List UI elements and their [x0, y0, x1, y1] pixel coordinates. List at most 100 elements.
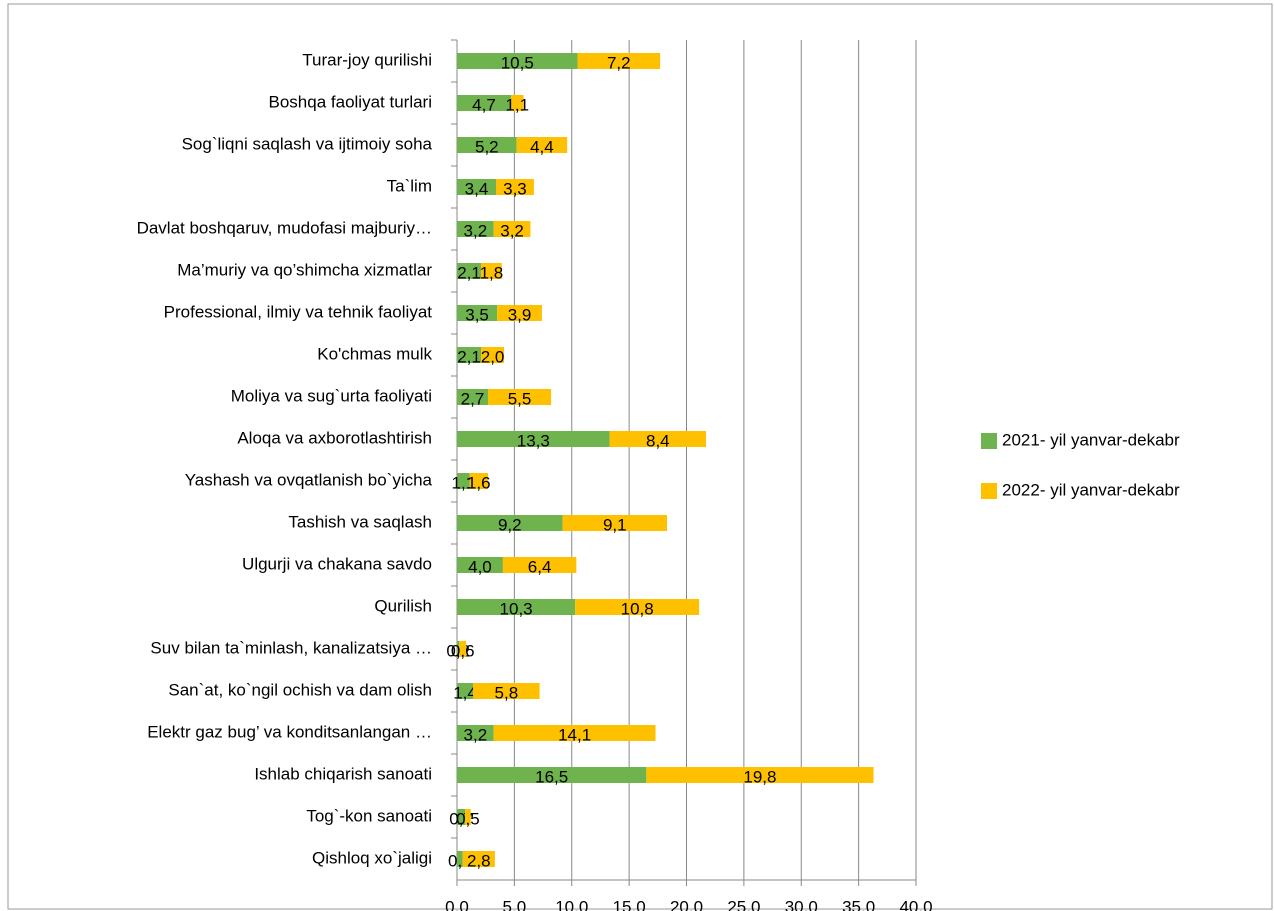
bar [457, 809, 466, 825]
value-label: 3,2 [500, 221, 524, 240]
bar [457, 641, 460, 657]
value-label: 2,8 [467, 851, 491, 870]
bar [457, 599, 576, 615]
value-label: 1,1 [505, 95, 529, 114]
y-tick-label: Ma’muriy va qo’shimcha xizmatlar [177, 260, 432, 279]
value-label: 9,2 [498, 515, 522, 534]
value-label: 0,6 [451, 641, 475, 660]
value-label: 3,9 [508, 305, 532, 324]
x-tick-label: 20,0 [670, 897, 703, 911]
x-tick-label: 30,0 [785, 897, 818, 911]
value-label: 2,1 [457, 347, 481, 366]
value-label: 4,7 [472, 95, 496, 114]
value-label: 1,1 [451, 473, 475, 492]
value-label: 3,5 [465, 305, 489, 324]
value-label: 5,8 [495, 683, 519, 702]
bar [469, 473, 488, 489]
bar [457, 179, 497, 195]
legend-swatch [981, 483, 997, 499]
value-label: 13,3 [517, 431, 550, 450]
value-label: 14,1 [558, 725, 591, 744]
chart-border [7, 3, 1273, 910]
y-tick-label: San`at, ko`ngil ochish va dam olish [168, 680, 432, 699]
x-tick-label: 5,0 [503, 897, 527, 911]
value-label: 9,1 [603, 515, 627, 534]
x-tick-label: 40,0 [899, 897, 932, 911]
value-label: 1,8 [480, 263, 504, 282]
value-label: 5,2 [475, 137, 499, 156]
value-label: 10,5 [501, 53, 534, 72]
bar [457, 221, 494, 237]
value-label: 4,0 [468, 557, 492, 576]
y-tick-label: Davlat boshqaruv, mudofasi majburiy… [137, 218, 432, 237]
y-tick-label: Tashish va saqlash [288, 512, 432, 531]
bar [457, 557, 503, 573]
x-tick-label: 0,0 [445, 897, 469, 911]
bar [457, 851, 463, 867]
y-tick-label: Moliya va sug`urta faoliyati [231, 386, 432, 405]
bar [577, 53, 661, 69]
bar [502, 557, 577, 573]
value-label: 2,7 [461, 389, 485, 408]
y-tick-label: Tog`-kon sanoati [306, 806, 432, 825]
bar [516, 137, 568, 153]
bar [457, 137, 517, 153]
bar [510, 95, 524, 111]
y-tick-label: Aloqa va axborotlashtirish [237, 428, 432, 447]
bar [496, 179, 534, 195]
value-label: 6,4 [528, 557, 552, 576]
bar [493, 725, 656, 741]
bar [473, 683, 540, 699]
bar [457, 95, 511, 111]
y-tick-label: Elektr gaz bug’ va konditsanlangan … [147, 722, 432, 741]
bar [457, 473, 470, 489]
bar [457, 389, 488, 405]
bar [481, 347, 505, 363]
value-label: 4,4 [530, 137, 554, 156]
value-label: 2,0 [481, 347, 505, 366]
value-label: 19,8 [743, 767, 776, 786]
legend-label: 2022- yil yanvar-dekabr [1002, 480, 1180, 499]
bar [462, 851, 495, 867]
bar [481, 263, 502, 279]
y-tick-label: Ko'chmas mulk [317, 344, 432, 363]
bar [609, 431, 707, 447]
x-tick-label: 15,0 [613, 897, 646, 911]
legend-label: 2021- yil yanvar-dekabr [1002, 430, 1180, 449]
bar [497, 305, 542, 321]
bar [457, 305, 498, 321]
bar [457, 767, 647, 783]
y-tick-label: Qurilish [374, 596, 432, 615]
y-tick-label: Ishlab chiqarish sanoati [254, 764, 432, 783]
value-label: 1,6 [467, 473, 491, 492]
x-tick-label: 10,0 [555, 897, 588, 911]
bar [457, 347, 482, 363]
y-tick-label: Ulgurji va chakana savdo [242, 554, 432, 573]
value-label: 10,8 [621, 599, 654, 618]
value-label: 1,4 [453, 683, 477, 702]
x-tick-label: 25,0 [727, 897, 760, 911]
y-tick-label: Sog`liqni saqlash va ijtimoiy soha [182, 134, 433, 153]
bar [457, 53, 578, 69]
value-label: 16,5 [535, 767, 568, 786]
bar [575, 599, 700, 615]
y-tick-label: Professional, ilmiy va tehnik faoliyat [164, 302, 433, 321]
value-label: 7,2 [607, 53, 631, 72]
y-tick-label: Yashash va ovqatlanish bo`yicha [185, 470, 433, 489]
bar [457, 683, 474, 699]
y-tick-label: Ta`lim [387, 176, 432, 195]
bar [457, 725, 494, 741]
bar [457, 515, 563, 531]
value-label: 0,5 [456, 809, 480, 828]
bar [457, 431, 610, 447]
bar [457, 263, 482, 279]
bar [562, 515, 667, 531]
bar [487, 389, 552, 405]
value-label: 8,4 [646, 431, 670, 450]
x-tick-label: 35,0 [842, 897, 875, 911]
bar [465, 809, 471, 825]
value-label: 2,1 [457, 263, 481, 282]
value-label: 3,2 [464, 221, 488, 240]
value-label: 3,3 [503, 179, 527, 198]
